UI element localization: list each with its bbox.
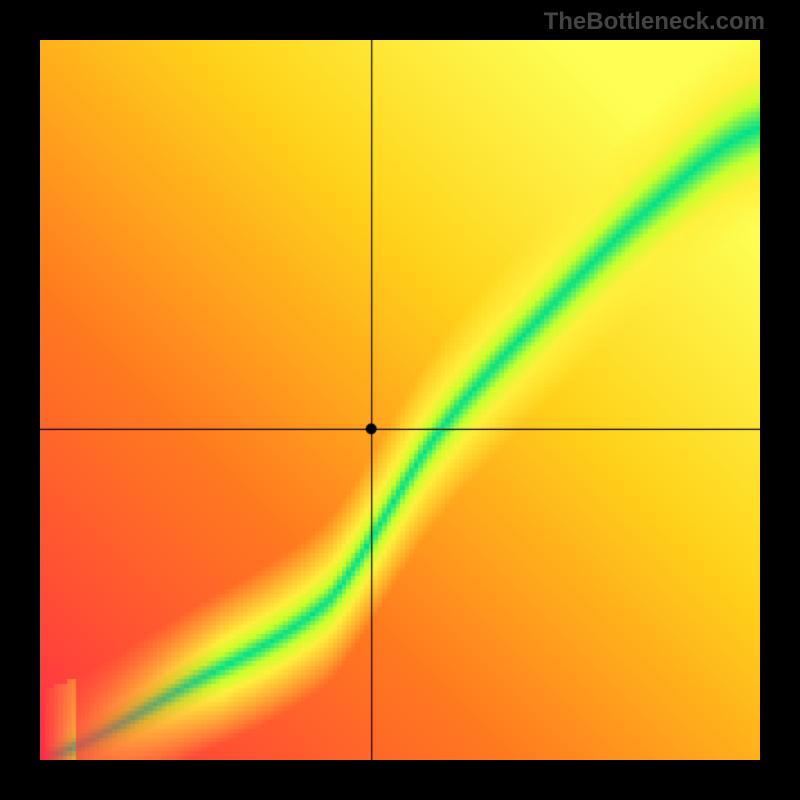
watermark-text: TheBottleneck.com — [544, 8, 765, 36]
chart-container: TheBottleneck.com — [0, 0, 800, 800]
heatmap-canvas — [40, 40, 760, 760]
